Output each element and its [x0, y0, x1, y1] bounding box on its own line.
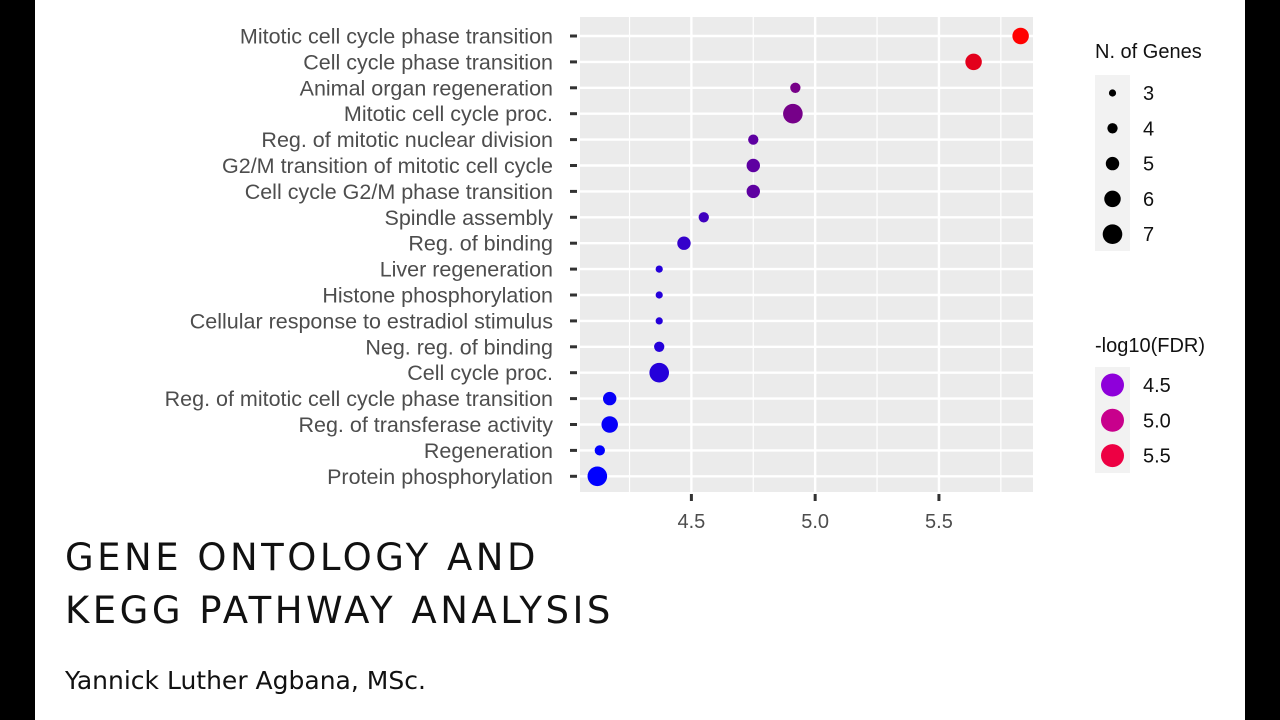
y-tick-label: Protein phosphorylation — [327, 465, 553, 489]
color-legend-label: 5.5 — [1143, 446, 1171, 468]
y-tick-label: Cell cycle proc. — [407, 361, 553, 385]
color-legend-label: 5.0 — [1143, 410, 1171, 432]
data-point — [748, 134, 759, 145]
plot-panel — [580, 17, 1033, 492]
color-legend-label: 4.5 — [1143, 375, 1171, 397]
size-legend-key — [1108, 89, 1117, 97]
y-tick-label: Reg. of transferase activity — [298, 413, 553, 437]
slide: Mitotic cell cycle phase transition Cell … — [35, 0, 1245, 720]
data-point — [603, 391, 617, 406]
x-tick-label: 5.5 — [925, 511, 953, 533]
data-point — [1012, 27, 1029, 45]
data-point — [746, 158, 760, 173]
data-point — [601, 416, 618, 433]
y-tick-label: Cell cycle G2/M phase transition — [245, 180, 553, 204]
caption-title-line2: KEGG PATHWAY ANALYSIS — [65, 589, 614, 632]
x-tick-label: 4.5 — [677, 511, 705, 533]
y-tick-label: Mitotic cell cycle phase transition — [240, 25, 553, 49]
y-tick-label: Spindle assembly — [384, 206, 553, 230]
y-tick-label: Cellular response to estradiol stimulus — [190, 309, 553, 333]
size-legend-key — [1107, 123, 1118, 134]
color-legend-title: -log10(FDR) — [1095, 335, 1205, 357]
size-legend-label: 4 — [1143, 118, 1154, 140]
size-legend-title: N. of Genes — [1095, 41, 1202, 63]
x-tick-label: 5.0 — [801, 511, 829, 533]
data-point — [965, 53, 982, 71]
color-legend-key — [1101, 373, 1124, 397]
y-tick-label: Reg. of binding — [408, 232, 553, 256]
size-legend-label: 6 — [1143, 189, 1154, 211]
data-point — [655, 317, 663, 325]
data-point — [790, 82, 801, 93]
data-point — [783, 103, 803, 124]
size-legend-key — [1102, 224, 1123, 244]
y-tick-label: Reg. of mitotic cell cycle phase transit… — [165, 387, 553, 411]
y-tick-label: Neg. reg. of binding — [365, 335, 553, 359]
y-tick-label: G2/M transition of mitotic cell cycle — [222, 154, 553, 178]
size-legend-key — [1104, 190, 1121, 208]
data-point — [594, 445, 605, 456]
data-point — [655, 291, 663, 299]
y-tick-label: Cell cycle phase transition — [303, 50, 553, 74]
y-tick-label: Regeneration — [424, 439, 553, 463]
data-point — [677, 236, 691, 250]
size-legend-key — [1105, 156, 1120, 171]
y-tick-label: Liver regeneration — [380, 258, 553, 282]
data-point — [698, 212, 709, 223]
data-point — [587, 466, 608, 487]
color-legend-key — [1101, 444, 1124, 468]
size-legend-label: 3 — [1143, 83, 1154, 105]
caption-title-line1: GENE ONTOLOGY AND — [65, 536, 539, 579]
y-tick-label: Mitotic cell cycle proc. — [344, 102, 553, 126]
caption-author: Yannick Luther Agbana, MSc. — [65, 666, 426, 695]
data-point — [654, 341, 665, 352]
data-point — [746, 184, 760, 199]
data-point — [649, 362, 670, 383]
dot-plot: Mitotic cell cycle phase transitionCell … — [165, 17, 1205, 533]
color-legend-key — [1101, 408, 1124, 432]
y-tick-label: Animal organ regeneration — [300, 76, 553, 100]
data-point — [655, 265, 663, 273]
size-legend-label: 7 — [1143, 224, 1154, 246]
y-tick-label: Reg. of mitotic nuclear division — [261, 128, 553, 152]
y-tick-label: Histone phosphorylation — [322, 284, 553, 308]
size-legend-label: 5 — [1143, 154, 1154, 176]
